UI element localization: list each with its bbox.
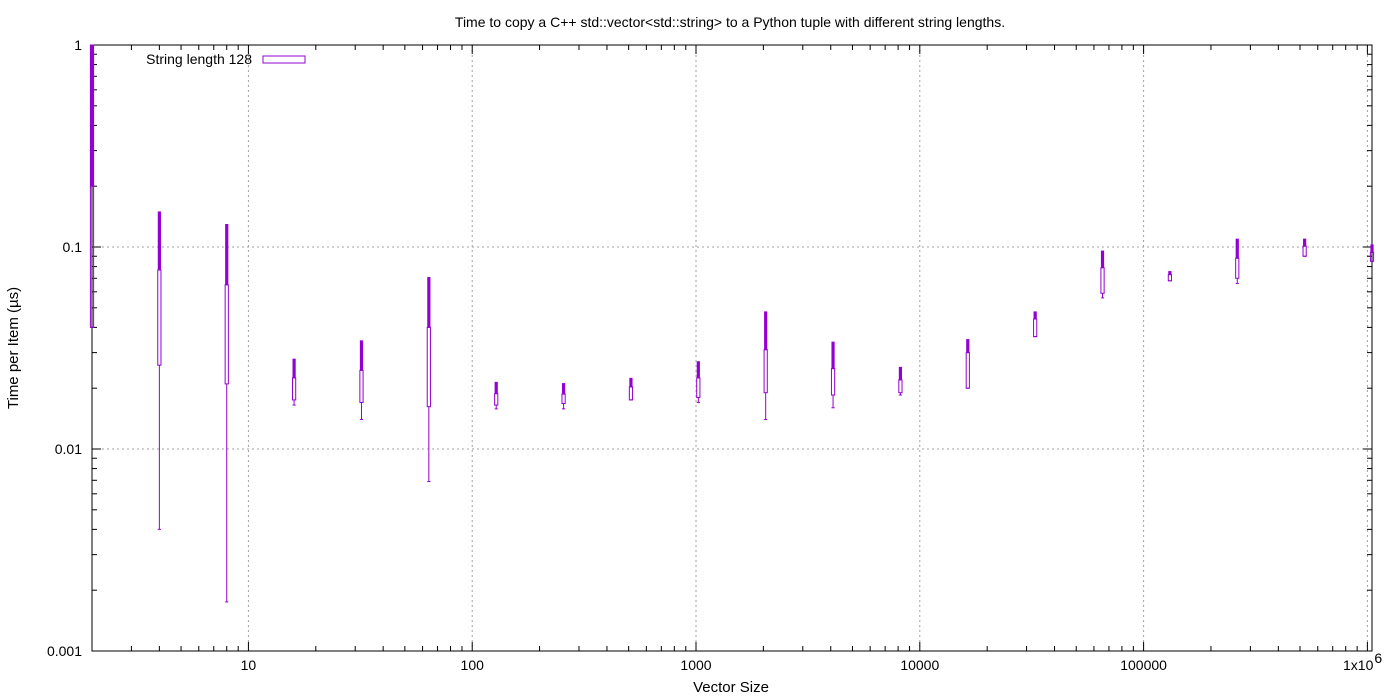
grid-lines <box>92 45 1372 651</box>
candle <box>224 223 229 603</box>
candle <box>359 340 364 420</box>
series-candles <box>89 44 1375 603</box>
candle-box <box>696 377 701 398</box>
x-tick-label-exponent: 6 <box>1374 650 1382 666</box>
minor-ticks <box>92 44 1372 652</box>
y-tick-label: 1 <box>74 37 82 53</box>
x-tick-label: 10000 <box>900 657 939 673</box>
candle <box>494 381 499 410</box>
candle-box <box>561 393 566 404</box>
candle <box>1235 238 1240 284</box>
y-axis-title: Time per Item (µs) <box>5 287 22 409</box>
x-axis-title: Vector Size <box>693 679 769 696</box>
candle <box>426 277 431 483</box>
y-tick-label: 0.1 <box>63 239 83 255</box>
candle-box <box>1302 245 1307 257</box>
candle-box <box>359 369 364 403</box>
candle <box>292 358 297 406</box>
candle <box>1369 244 1375 262</box>
candle <box>628 377 634 401</box>
candle-box <box>292 377 297 401</box>
candle-box <box>224 284 229 385</box>
candle-box <box>426 326 431 408</box>
plot-frame <box>91 44 1373 652</box>
candle-box <box>1033 318 1038 338</box>
candle-box <box>763 349 768 394</box>
candle-box <box>494 393 499 406</box>
y-tick-label: 0.001 <box>47 643 82 659</box>
candle <box>965 339 970 389</box>
candle-box <box>898 379 903 394</box>
candle <box>898 366 903 396</box>
candle-box <box>1167 274 1172 282</box>
candle <box>1167 271 1172 282</box>
candle <box>830 341 836 409</box>
candle <box>157 211 162 530</box>
candle-box <box>1100 267 1105 294</box>
chart-title: Time to copy a C++ std::vector<std::stri… <box>455 14 1005 30</box>
candle-box <box>628 386 634 401</box>
legend-label: String length 128 <box>146 51 252 67</box>
x-tick-labels: 10 100 1000 10000 100000 1x10 6 <box>241 650 1383 673</box>
x-tick-label: 1x10 <box>1343 657 1374 673</box>
x-tick-label: 100000 <box>1120 657 1167 673</box>
candle-box <box>1235 257 1240 279</box>
candle <box>89 44 95 328</box>
candle-box <box>157 269 162 366</box>
x-tick-label: 1000 <box>680 657 711 673</box>
candle <box>696 361 701 403</box>
candle-box <box>965 352 970 389</box>
x-tick-label: 10 <box>241 657 257 673</box>
legend-swatch <box>262 55 306 64</box>
candle-box <box>830 368 836 396</box>
x-tick-label: 100 <box>461 657 485 673</box>
candle <box>763 311 768 420</box>
y-tick-label: 0.01 <box>55 441 82 457</box>
y-tick-labels: 0.001 0.01 0.1 1 <box>47 37 82 659</box>
candle <box>561 383 566 410</box>
candle <box>1033 311 1038 338</box>
candle <box>1302 238 1307 257</box>
legend: String length 128 <box>146 51 306 67</box>
candle <box>1100 250 1105 299</box>
